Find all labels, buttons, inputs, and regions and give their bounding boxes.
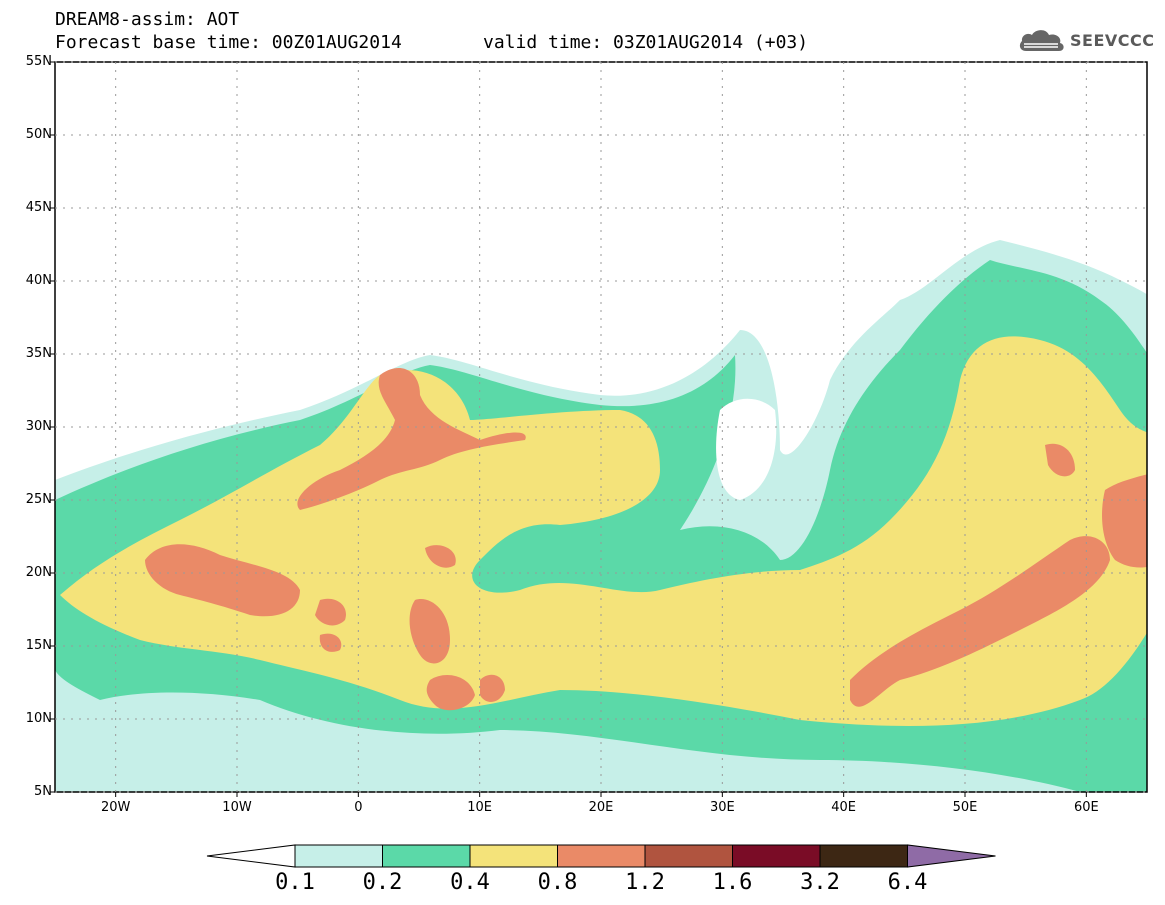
title-line2: Forecast base time: 00Z01AUG2014 (55, 32, 402, 53)
logo-text: SEEVCCC (1070, 30, 1155, 50)
title-line1: DREAM8-assim: AOT (55, 9, 240, 30)
lat-label: 30N (25, 419, 52, 434)
lat-label: 40N (25, 273, 52, 288)
aot-band-0.8-sahara (297, 367, 526, 510)
lon-label: 20E (588, 800, 614, 815)
seevccc-logo: SEEVCCC (1018, 24, 1158, 56)
lat-label: 10N (25, 711, 52, 726)
lat-label: 5N (34, 784, 52, 799)
legend-label: 6.4 (887, 870, 928, 895)
legend-swatch (557, 844, 646, 868)
legend-swatch (469, 844, 558, 868)
aot-band-0.8-oman (1102, 474, 1147, 568)
legend-swatch (382, 844, 471, 868)
legend-swatch (294, 844, 383, 868)
aot-band-0.4 (60, 336, 1147, 726)
lat-label: 50N (25, 127, 52, 142)
aot-band-0.8-iraq (1045, 443, 1075, 477)
aot-field (55, 240, 1147, 792)
aot-band-0.8-mauritania (145, 544, 300, 617)
legend-swatch (644, 844, 733, 868)
lat-label: 25N (25, 492, 52, 507)
legend-swatch (819, 844, 908, 868)
lat-label: 45N (25, 200, 52, 215)
aot-band-0.8-arabia (850, 536, 1110, 707)
lon-label: 50E (952, 800, 978, 815)
lon-label: 60E (1073, 800, 1099, 815)
legend-swatch (732, 844, 821, 868)
legend-label: 0.8 (537, 870, 578, 895)
legend-label: 1.2 (625, 870, 665, 895)
lon-label: 0 (354, 800, 363, 815)
lat-label: 20N (25, 565, 52, 580)
lon-label: 30E (709, 800, 735, 815)
aot-legend (206, 844, 996, 868)
legend-label: 3.2 (800, 870, 840, 895)
aot-band-0.8-mali (315, 545, 456, 652)
legend-label: 0.2 (362, 870, 403, 895)
aot-band-0.8-niger (409, 599, 450, 664)
lat-label: 55N (25, 54, 52, 69)
aot-clear-egypt (716, 398, 777, 500)
legend-label: 0.4 (450, 870, 490, 895)
lon-label: 10W (222, 800, 252, 815)
axis-ticks (50, 61, 1087, 797)
lon-label: 10E (467, 800, 493, 815)
lon-label: 40E (831, 800, 857, 815)
aot-band-0.8-chad (426, 674, 505, 711)
grid-lines (55, 61, 1147, 793)
cloud-icon (1019, 30, 1064, 51)
lon-label: 20W (100, 800, 131, 815)
legend-label: 1.6 (712, 870, 753, 895)
lat-label: 15N (25, 638, 52, 653)
lat-label: 35N (25, 346, 52, 361)
legend-label: 0.1 (275, 870, 315, 895)
legend-swatch-above (907, 844, 996, 868)
valid-time: valid time: 03Z01AUG2014 (+03) (483, 32, 809, 53)
legend-swatch-below (206, 844, 296, 868)
